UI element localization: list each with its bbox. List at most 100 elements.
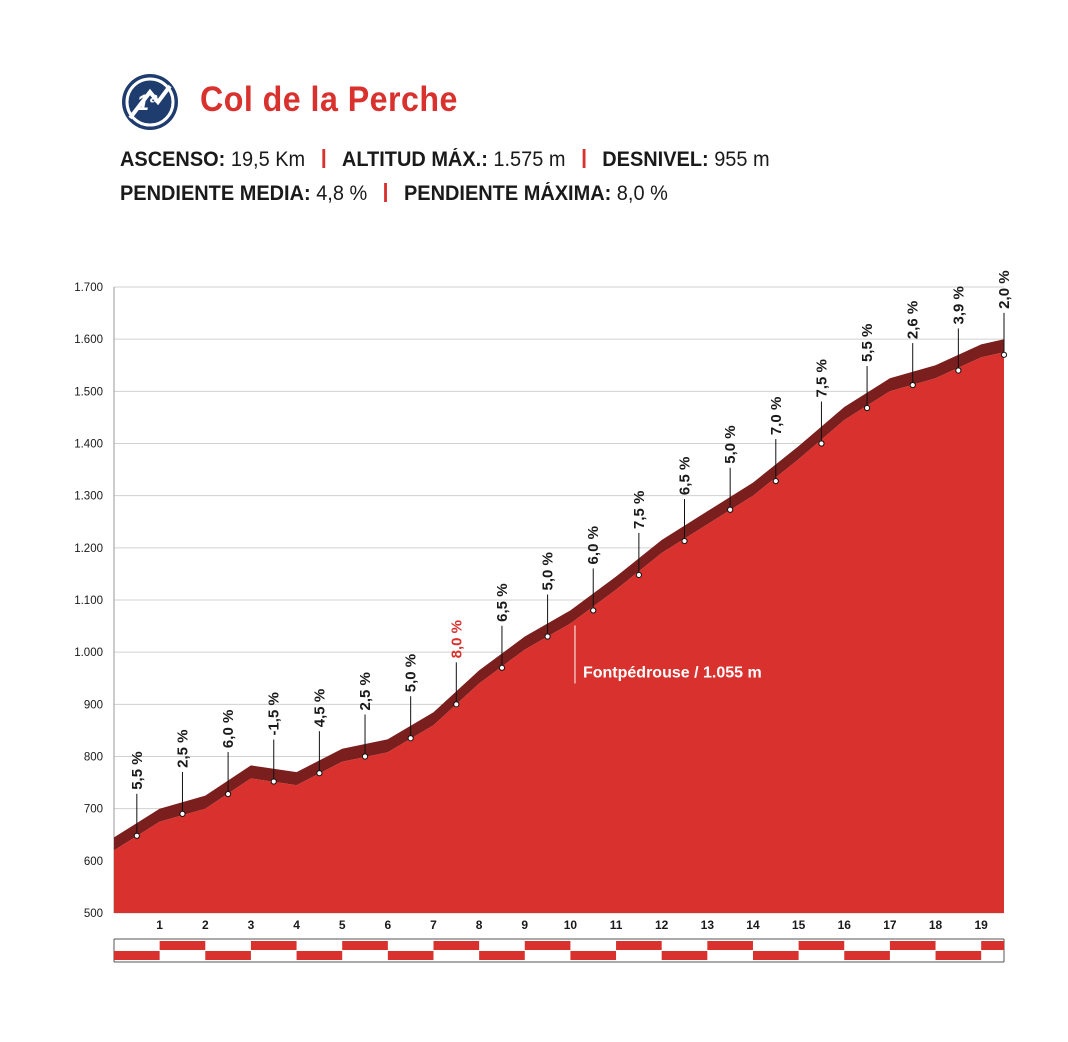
gradient-label: 7,0 % <box>768 397 785 435</box>
x-tick-label: 18 <box>929 918 943 932</box>
stat-label-max-gradient: PENDIENTE MÁXIMA: <box>403 182 612 205</box>
gradient-marker <box>772 477 779 485</box>
ruler-block <box>114 951 160 960</box>
ruler-block <box>296 951 343 960</box>
ruler-block <box>798 941 845 950</box>
category-badge-icon: 1ª <box>122 74 178 130</box>
gradient-label: 6,5 % <box>677 457 694 495</box>
gradient-label: 2,0 % <box>996 270 1013 308</box>
gradient-label: 2,6 % <box>905 301 922 339</box>
y-tick-label: 600 <box>84 856 103 868</box>
stat-value-max-gradient: 8,0 % <box>616 182 668 205</box>
ruler-block <box>889 941 936 950</box>
gradient-label: 6,5 % <box>494 583 511 621</box>
x-tick-label: 9 <box>521 918 528 932</box>
x-tick-label: 10 <box>564 918 578 932</box>
ruler-block <box>205 951 251 960</box>
stat-separator <box>582 149 586 168</box>
ruler-block <box>616 941 662 950</box>
y-tick-label: 1.700 <box>74 282 103 294</box>
stat-value-ascent: 19,5 Km <box>230 148 306 171</box>
gradient-marker <box>909 381 916 389</box>
gradient-marker <box>1000 351 1008 358</box>
x-tick-label: 16 <box>838 918 852 932</box>
stat-value-max-altitude: 1.575 m <box>493 148 566 171</box>
x-tick-label: 6 <box>385 918 392 932</box>
gradient-label: -1,5 % <box>266 692 283 735</box>
ruler-block <box>844 951 890 960</box>
badge-text: 1ª <box>137 90 158 115</box>
gradient-marker <box>225 790 232 798</box>
gradient-marker <box>544 633 551 640</box>
gradient-marker <box>133 832 140 839</box>
ruler-block <box>981 941 1004 950</box>
y-tick-label: 1.600 <box>74 334 103 346</box>
gradient-marker <box>179 810 186 817</box>
x-tick-label: 3 <box>248 918 255 932</box>
ruler-block <box>524 941 571 950</box>
ruler-block <box>159 941 206 950</box>
stat-label-max-altitude: ALTITUD MÁX.: <box>341 148 488 171</box>
y-tick-label: 1.200 <box>74 543 103 555</box>
profile-area <box>114 352 1004 913</box>
ruler-block <box>387 951 434 960</box>
gradient-marker <box>727 506 734 513</box>
ruler-block <box>479 951 525 960</box>
gradient-marker <box>453 701 460 708</box>
stat-value-avg-gradient: 4,8 % <box>316 182 368 205</box>
stats-line-1: ASCENSO: 19,5 Km ALTITUD MÁX.: 1.575 m D… <box>120 148 770 172</box>
page-title: Col de la Perche <box>200 80 458 119</box>
gradient-label: 3,9 % <box>950 286 967 324</box>
annotation-label: Fontpédrouse / 1.055 m <box>583 664 762 681</box>
y-tick-label: 800 <box>84 752 103 764</box>
gradient-marker <box>316 770 323 777</box>
x-tick-label: 8 <box>476 918 483 932</box>
y-tick-label: 1.100 <box>74 595 103 607</box>
y-tick-label: 1.300 <box>74 491 103 503</box>
gradient-label: 7,5 % <box>813 359 830 397</box>
x-tick-label: 17 <box>883 918 897 932</box>
gradient-marker <box>635 571 642 579</box>
x-tick-label: 15 <box>792 918 806 932</box>
gradient-label: 6,0 % <box>585 526 602 564</box>
gradient-marker <box>863 404 871 412</box>
gradient-label: 5,5 % <box>129 751 146 789</box>
x-tick-label: 1 <box>156 918 163 932</box>
x-tick-label: 4 <box>293 918 300 932</box>
x-tick-label: 2 <box>202 918 209 932</box>
gradient-label: 5,0 % <box>403 654 420 692</box>
gradient-label: 5,0 % <box>722 425 739 463</box>
gradient-marker <box>498 664 506 671</box>
x-tick-label: 7 <box>430 918 437 932</box>
y-tick-label: 1.500 <box>74 386 103 398</box>
x-tick-label: 13 <box>701 918 715 932</box>
gradient-marker <box>681 537 688 545</box>
y-tick-label: 700 <box>84 804 103 816</box>
ruler-block <box>570 951 617 960</box>
gradient-marker <box>955 367 962 374</box>
stat-value-elevation-gain: 955 m <box>714 148 770 171</box>
stats-line-2: PENDIENTE MEDIA: 4,8 % PENDIENTE MÁXIMA:… <box>120 182 668 206</box>
stat-separator <box>322 149 325 168</box>
gradient-marker <box>361 753 369 760</box>
ruler-block <box>342 941 388 950</box>
ruler-block <box>707 941 753 950</box>
ruler-block <box>752 951 799 960</box>
ruler-block <box>433 941 480 950</box>
gradient-label: 2,5 % <box>174 730 191 768</box>
ruler-block <box>250 941 297 950</box>
y-tick-label: 900 <box>84 699 103 711</box>
y-tick-label: 1.400 <box>74 439 103 451</box>
x-tick-label: 11 <box>610 918 623 932</box>
gradient-label: 4,5 % <box>311 689 328 727</box>
ruler-block <box>661 951 708 960</box>
gradient-label: 5,0 % <box>540 552 557 590</box>
gradient-label: 8,0 % <box>448 620 465 658</box>
stat-label-avg-gradient: PENDIENTE MEDIA: <box>120 182 311 205</box>
ruler-block <box>935 951 982 960</box>
stat-separator <box>384 183 388 202</box>
stat-label-ascent: ASCENSO: <box>120 148 226 171</box>
y-tick-label: 500 <box>84 908 103 920</box>
x-tick-label: 5 <box>339 918 346 932</box>
